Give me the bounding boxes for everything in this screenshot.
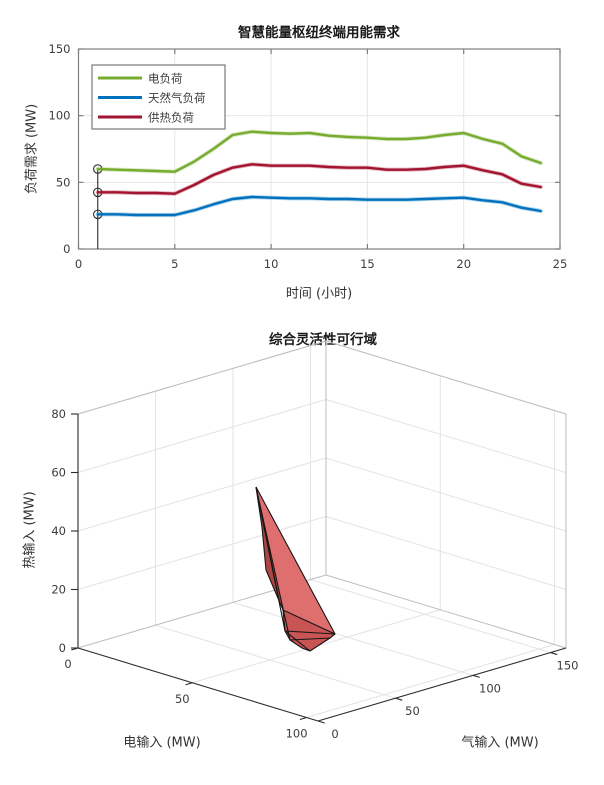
svg-text:20: 20 [51, 583, 66, 597]
top-chart-tick-marks [77, 48, 561, 250]
svg-text:0: 0 [75, 257, 82, 271]
svg-text:20: 20 [456, 257, 471, 271]
svg-text:50: 50 [175, 692, 190, 706]
svg-text:0: 0 [63, 242, 70, 256]
feasible-region-hull [255, 486, 336, 652]
bottom-chart-x-axis-label: 电输入 (MW) [123, 735, 201, 751]
feasibility-region-3d-plot: 0 50 100 0 50 100 150 0 20 40 60 80 [51, 340, 578, 741]
stem-markers-hour1 [93, 164, 103, 249]
svg-text:50: 50 [405, 704, 420, 718]
hull-edges [255, 486, 336, 652]
bottom-chart-y-axis-label: 气输入 (MW) [461, 735, 539, 751]
svg-text:25: 25 [553, 257, 568, 271]
svg-text:5: 5 [171, 257, 178, 271]
svg-text:100: 100 [286, 727, 308, 741]
svg-text:150: 150 [557, 659, 579, 673]
top-chart-tick-labels: 0 5 10 15 20 25 0 50 100 150 [49, 42, 568, 271]
top-chart-plot-box [77, 48, 561, 250]
legend-item-label: 天然气负荷 [148, 91, 206, 105]
legend-item-label: 电负荷 [148, 72, 183, 86]
legend-item-label: 供热负荷 [148, 111, 194, 125]
svg-text:100: 100 [49, 109, 71, 123]
series-line-0 [95, 129, 543, 174]
svg-text:15: 15 [360, 257, 375, 271]
hull-shaded-face [283, 610, 335, 651]
axes3d-box-edges [77, 340, 567, 649]
bottom-chart-title: 综合灵活性可行域 [269, 332, 377, 348]
axes3d-grid [77, 340, 567, 719]
svg-text:0: 0 [59, 641, 66, 655]
top-chart-x-axis-label: 时间 (小时) [285, 286, 353, 302]
series-line-1 [95, 194, 543, 218]
top-chart-title: 智慧能量枢纽终端用能需求 [238, 25, 400, 41]
svg-text:80: 80 [51, 407, 66, 421]
axes3d-tick-labels: 0 50 100 0 50 100 150 0 20 40 60 80 [51, 407, 578, 741]
svg-text:10: 10 [264, 257, 279, 271]
axes3d-rulers [71, 413, 567, 724]
svg-text:50: 50 [56, 175, 71, 189]
svg-text:100: 100 [479, 681, 501, 695]
svg-text:150: 150 [49, 42, 71, 56]
svg-text:0: 0 [64, 657, 71, 671]
svg-text:40: 40 [51, 524, 66, 538]
svg-text:60: 60 [51, 466, 66, 480]
svg-text:0: 0 [331, 727, 338, 741]
series-line-2 [95, 162, 543, 196]
